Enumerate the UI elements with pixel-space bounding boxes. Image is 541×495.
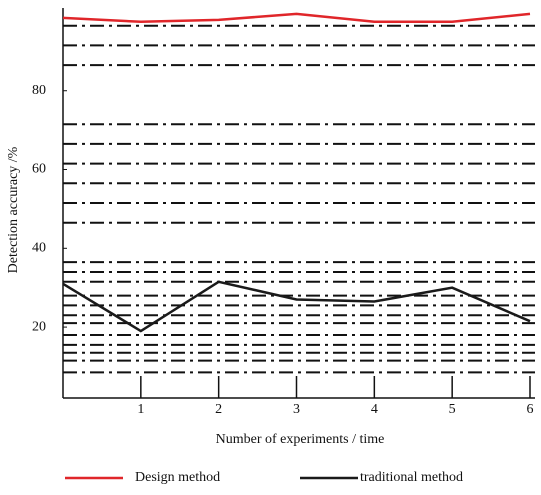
x-tick-label: 5 [449, 402, 456, 417]
x-tick-label: 3 [293, 402, 300, 417]
series-line [62, 12, 531, 24]
legend-label: Design method [135, 470, 220, 485]
y-axis-label: Detection accuracy /% [6, 146, 21, 273]
y-tick-label: 20 [32, 319, 46, 334]
x-tick-label: 1 [137, 402, 144, 417]
y-tick-label: 40 [32, 241, 46, 256]
x-tick-label: 6 [527, 402, 534, 417]
series-line [62, 280, 531, 333]
legend-label: traditional method [360, 470, 463, 485]
y-tick-label: 60 [32, 162, 46, 177]
x-tick-label: 4 [371, 402, 378, 417]
y-tick-label: 80 [32, 83, 46, 98]
x-axis-label: Number of experiments / time [216, 432, 385, 447]
x-tick-label: 2 [215, 402, 222, 417]
